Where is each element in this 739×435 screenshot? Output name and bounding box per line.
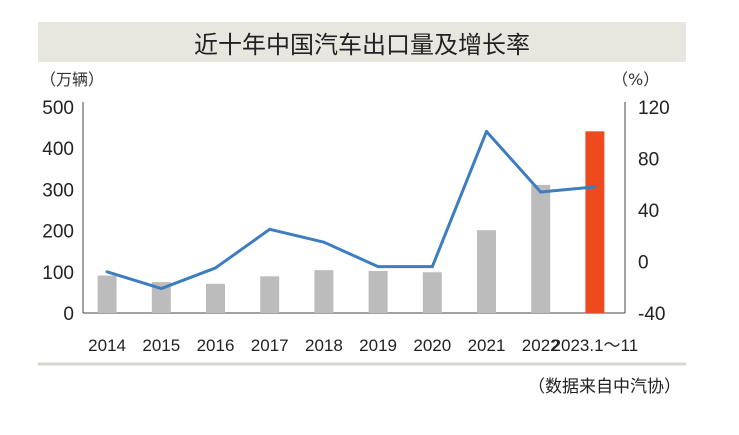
line-point [159,287,163,291]
y2-tick-label: 40 [638,201,659,222]
line-point [322,240,326,244]
y2-tick-label: 80 [638,150,659,171]
y-tick-label: 0 [63,304,74,325]
line-point [105,270,109,274]
y-axis-label: （万辆） [40,70,104,89]
growth-rate-line [106,129,596,291]
x-tick-label: 2023.1～11 [552,336,639,355]
line-point [376,265,380,269]
bar [151,282,171,313]
bar [531,184,551,313]
bar [585,131,605,313]
line-point [430,265,434,269]
line-point [268,227,272,231]
x-tick-label: 2014 [88,336,126,355]
y2-axis-label: （%） [612,70,659,89]
line-point [593,185,597,189]
y-tick-label: 200 [42,222,74,243]
line-point [485,129,488,133]
bar [422,272,442,313]
y2-tick-label: 0 [638,253,649,274]
line-point [214,266,217,270]
bar [206,283,225,313]
x-tick-label: 2016 [197,336,235,355]
bar [368,270,388,313]
y2-tick-label: -40 [638,304,665,325]
x-tick-label: 2020 [413,336,451,355]
bar [260,276,280,313]
chart-title: 近十年中国汽车出口量及增长率 [38,22,686,62]
bar [314,270,334,313]
line-point [539,190,543,194]
x-tick-label: 2019 [359,336,397,355]
y-tick-label: 400 [42,139,74,160]
y-tick-label: 300 [42,180,74,201]
y-tick-label: 100 [42,263,74,284]
x-tick-label: 2021 [468,336,506,355]
bar [477,230,496,313]
x-tick-label: 2015 [142,336,180,355]
x-tick-label: 2022 [522,336,560,355]
y-tick-label: 500 [42,98,74,119]
source-note: （数据来自中汽协） [528,377,681,397]
bar [97,275,117,313]
x-tick-label: 2017 [251,336,289,355]
x-tick-label: 2018 [305,336,343,355]
y2-tick-label: 120 [638,98,670,119]
